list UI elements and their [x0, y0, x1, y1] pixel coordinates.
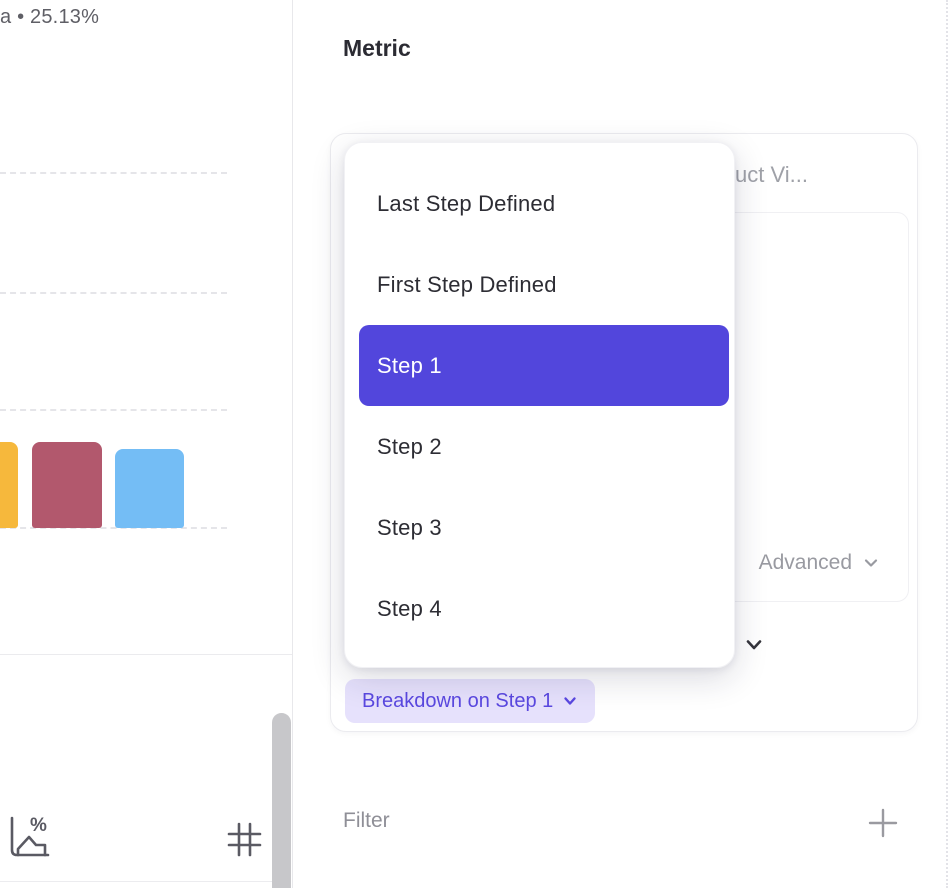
metric-section-title: Metric: [343, 35, 411, 61]
funnel-bar-1[interactable]: [0, 442, 18, 528]
add-filter-plus-icon[interactable]: [866, 806, 900, 840]
dropdown-item-first-step-defined[interactable]: First Step Defined: [377, 271, 557, 297]
dropdown-item-step-1[interactable]: Step 1: [359, 325, 729, 406]
breakdown-on-step-pill[interactable]: Breakdown on Step 1: [345, 679, 596, 723]
chart-panel: a • 25.13% %: [0, 0, 292, 888]
funnel-bar-2[interactable]: [32, 442, 102, 528]
step-selector-chevron-down-icon[interactable]: [743, 634, 765, 656]
grid-hash-icon[interactable]: [226, 821, 262, 859]
event-name-truncated[interactable]: uct Vi...: [735, 162, 808, 187]
panel-bottom-border: [0, 881, 272, 882]
chart-footer-divider: [0, 654, 292, 655]
chart-gridline: [0, 409, 227, 411]
funnel-bar-3[interactable]: [115, 449, 184, 528]
chart-gridline: [0, 172, 227, 174]
panel-divider: [292, 0, 293, 888]
funnel-percent-chart-icon[interactable]: %: [6, 812, 50, 862]
svg-text:%: %: [30, 815, 47, 836]
metric-dropdown-list: Last Step Defined First Step Defined Step …: [345, 143, 734, 663]
chart-baseline-gridline: [0, 527, 227, 529]
dropdown-item-last-step-defined[interactable]: Last Step Defined: [377, 190, 556, 216]
series-legend-label: a • 25.13%: [0, 6, 100, 28]
dropdown-item-step-2[interactable]: Step 2: [377, 433, 442, 459]
advanced-label: Advanced: [758, 551, 852, 574]
chevron-down-icon: [562, 693, 578, 709]
dropdown-item-step-3[interactable]: Step 3: [377, 514, 442, 540]
vertical-scrollbar-thumb[interactable]: [272, 713, 291, 888]
metric-dropdown: Last Step Defined First Step Defined Step …: [344, 142, 735, 668]
dropdown-item-step-4[interactable]: Step 4: [377, 595, 442, 621]
chart-gridline: [0, 292, 227, 294]
advanced-toggle[interactable]: Advanced: [759, 551, 880, 575]
chevron-down-icon: [862, 554, 880, 572]
filter-section-title: Filter: [343, 809, 390, 832]
panel-right-dotted-border: [946, 0, 948, 888]
breakdown-pill-label: Breakdown on Step 1: [362, 689, 554, 712]
